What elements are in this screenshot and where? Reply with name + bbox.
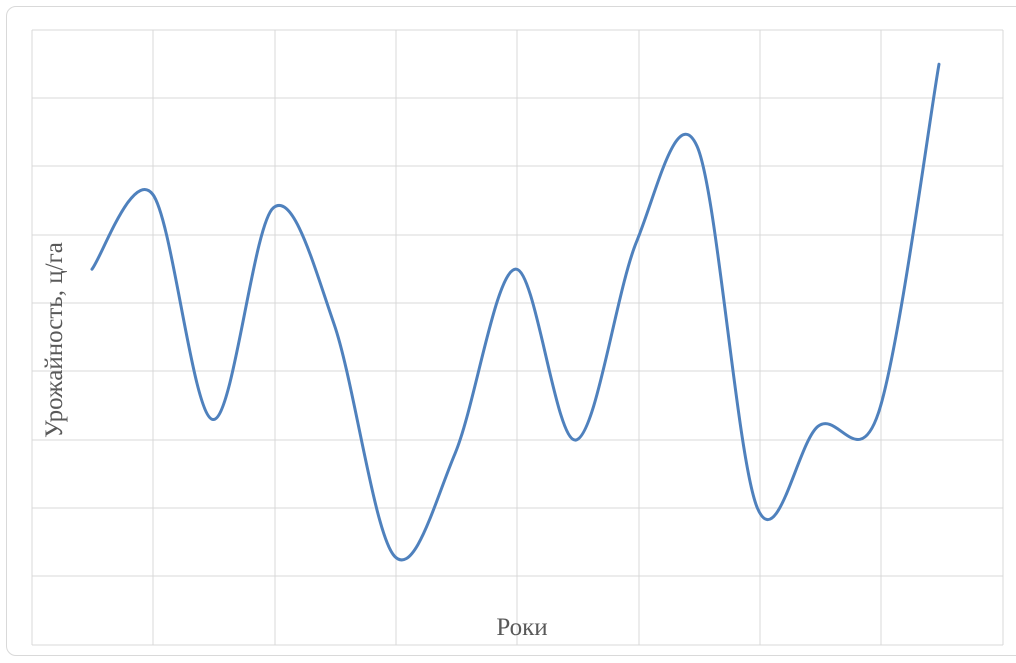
y-axis-label: Урожайность, ц/га <box>41 242 68 438</box>
series-group <box>90 62 941 562</box>
series-line <box>90 62 941 562</box>
chart-frame <box>6 6 1016 656</box>
x-axis-label: Роки <box>496 614 547 641</box>
grid <box>31 29 1004 646</box>
